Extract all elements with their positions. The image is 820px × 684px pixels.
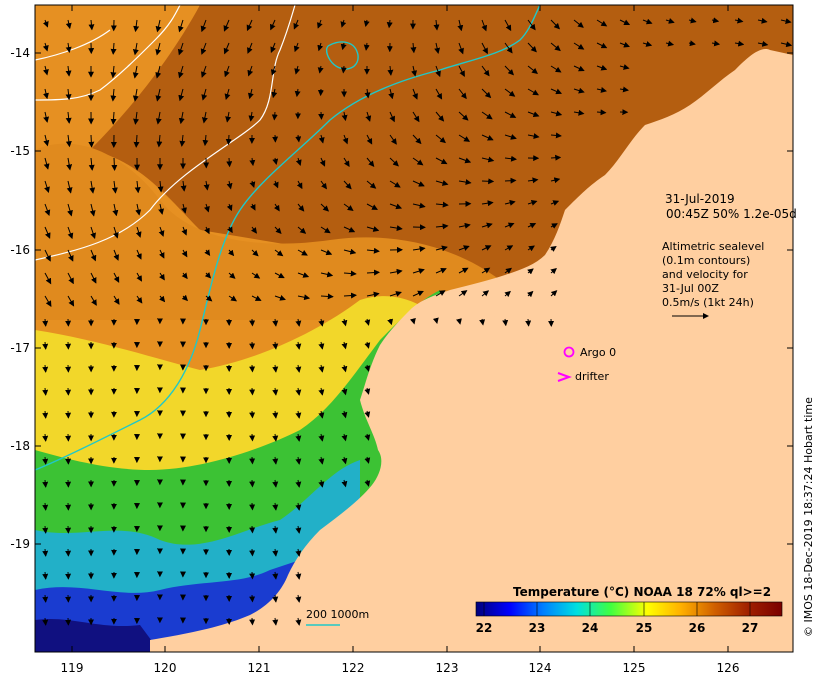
- lon-tick-label: 124: [529, 661, 552, 675]
- info-altimetric-line3: and velocity for: [662, 268, 748, 281]
- lon-tick-label: 121: [248, 661, 271, 675]
- velocity-arrow: [45, 480, 46, 487]
- lat-tick-label: -19: [10, 537, 30, 551]
- velocity-arrow: [321, 112, 322, 119]
- velocity-arrow: [45, 595, 46, 602]
- lon-tick-label: 123: [436, 661, 459, 675]
- colorbar-tick-label: 26: [689, 621, 706, 635]
- velocity-arrow: [597, 112, 606, 113]
- info-altimetric-line5: 0.5m/s (1kt 24h): [662, 296, 754, 309]
- velocity-arrow: [252, 526, 253, 533]
- velocity-arrow: [252, 549, 253, 556]
- velocity-arrow: [252, 503, 253, 510]
- velocity-arrow: [45, 618, 46, 625]
- info-altimetric-line2: (0.1m contours): [662, 254, 750, 267]
- colorbar-tick-label: 27: [742, 621, 759, 635]
- colorbar-tick-label: 23: [529, 621, 546, 635]
- velocity-arrow: [229, 158, 230, 166]
- velocity-arrow: [252, 618, 253, 625]
- lon-tick-label: 122: [342, 661, 365, 675]
- velocity-arrow: [45, 411, 46, 418]
- velocity-arrow: [45, 526, 46, 533]
- map-plot-area: [35, 5, 793, 652]
- lon-tick-label: 125: [623, 661, 646, 675]
- velocity-arrow: [252, 457, 253, 464]
- velocity-arrow: [367, 272, 379, 273]
- velocity-arrow: [45, 503, 46, 510]
- credit-text: © IMOS 18-Dec-2019 18:37:24 Hobart time: [802, 397, 815, 637]
- velocity-arrow: [252, 342, 253, 349]
- info-time: 00:45Z 50% 1.2e-05d: [666, 207, 797, 221]
- colorbar-title: Temperature (°C) NOAA 18 72% ql>=2: [513, 585, 771, 599]
- velocity-arrow: [252, 365, 253, 372]
- velocity-arrow: [45, 365, 46, 372]
- info-altimetric-line1: Altimetric sealevel: [662, 240, 764, 253]
- lon-tick-label: 120: [154, 661, 177, 675]
- colorbar-tick-label: 22: [476, 621, 493, 635]
- velocity-arrow: [252, 319, 253, 326]
- velocity-arrow: [45, 572, 46, 579]
- velocity-arrow: [45, 549, 46, 556]
- velocity-arrow: [551, 157, 560, 158]
- lon-tick-label: 126: [717, 661, 740, 675]
- argo-label: Argo 0: [580, 346, 616, 359]
- velocity-arrow: [252, 434, 253, 441]
- velocity-arrow: [45, 457, 46, 464]
- colorbar-gradient: [476, 602, 782, 616]
- velocity-arrow: [321, 296, 333, 297]
- velocity-arrow: [482, 181, 493, 182]
- lat-tick-label: -17: [10, 341, 30, 355]
- velocity-arrow: [343, 66, 344, 73]
- velocity-arrow: [45, 342, 46, 349]
- lat-tick-label: -16: [10, 243, 30, 257]
- velocity-arrow: [505, 180, 516, 181]
- lat-tick-label: -14: [10, 46, 30, 60]
- lon-tick-label: 119: [61, 661, 84, 675]
- velocity-arrow: [252, 388, 253, 395]
- velocity-arrow: [228, 135, 229, 144]
- velocity-arrow: [528, 319, 529, 326]
- lat-tick-label: -18: [10, 439, 30, 453]
- velocity-arrow: [91, 135, 92, 147]
- colorbar-tick-label: 25: [636, 621, 653, 635]
- velocity-arrow: [45, 434, 46, 441]
- velocity-arrow: [252, 595, 253, 602]
- velocity-arrow: [45, 388, 46, 395]
- info-date: 31-Jul-2019: [665, 192, 735, 206]
- velocity-arrow: [252, 411, 253, 418]
- velocity-arrow: [274, 112, 275, 120]
- velocity-arrow: [252, 480, 253, 487]
- velocity-arrow: [114, 158, 115, 170]
- velocity-arrow: [45, 319, 46, 326]
- lat-tick-label: -15: [10, 144, 30, 158]
- velocity-arrow: [252, 572, 253, 579]
- drifter-label: drifter: [575, 370, 609, 383]
- info-altimetric-line4: 31-Jul 00Z: [662, 282, 719, 295]
- colorbar-tick-label: 24: [582, 621, 599, 635]
- isobath-legend-label: 200 1000m: [306, 608, 369, 621]
